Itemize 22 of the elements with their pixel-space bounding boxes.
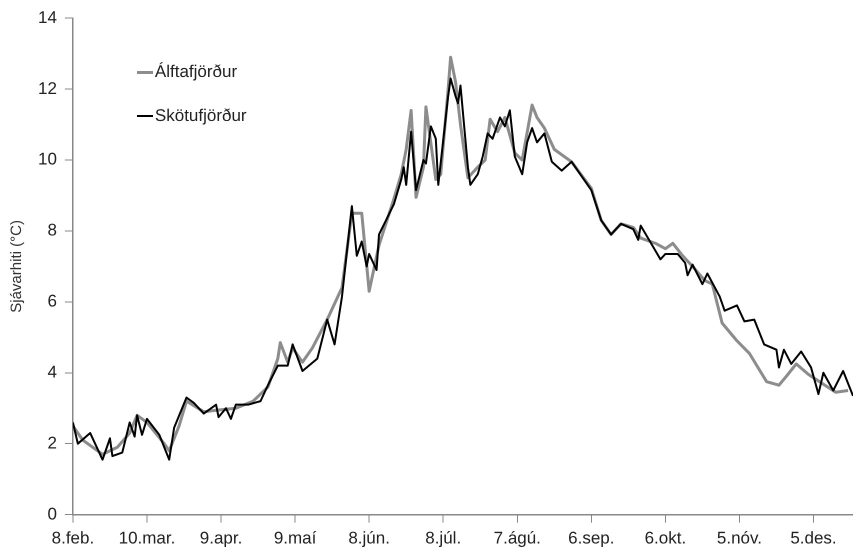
x-tick-label: 9.apr. [200, 528, 242, 548]
x-tick-label: 9.maí [274, 528, 317, 548]
y-axis-title: Sjávarhiti (°C) [8, 220, 26, 313]
x-tick-label: 7.ágú. [494, 528, 541, 548]
x-tick-label: 5.nóv. [716, 528, 762, 548]
y-tick-label: 4 [47, 362, 57, 382]
x-tick-label: 8.jún. [348, 528, 390, 548]
y-tick-label: 6 [47, 292, 57, 311]
x-tick-label: 10.mar. [118, 528, 176, 548]
y-tick-label: 8 [47, 220, 57, 240]
y-tick-label: 14 [38, 8, 57, 27]
legend-label: Skötufjörður [154, 106, 247, 126]
x-tick-label: 6.sep. [568, 528, 614, 548]
legend-label: Álftafjörður [154, 62, 238, 82]
y-tick-label: 0 [47, 504, 57, 524]
x-tick-label: 6.okt. [644, 528, 686, 548]
y-tick-label: 12 [38, 78, 57, 98]
x-tick-label: 8.júl. [425, 528, 462, 548]
y-tick-label: 10 [38, 150, 57, 169]
x-tick-label: 8.feb. [52, 528, 94, 548]
x-tick-label: 5.des. [790, 528, 837, 548]
y-tick-label: 2 [47, 433, 57, 452]
